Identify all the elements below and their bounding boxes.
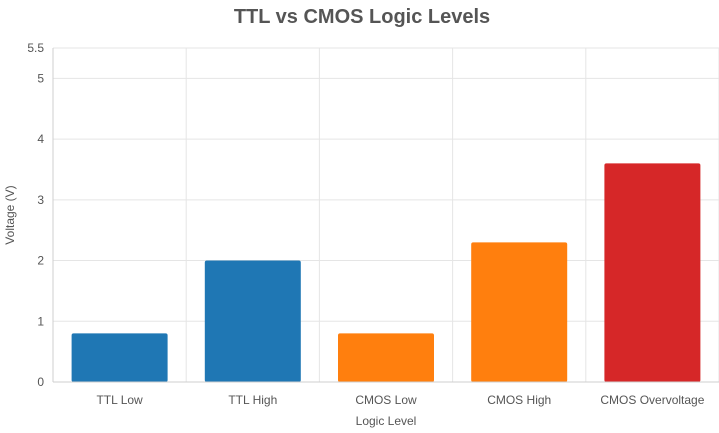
bar-cmos-low xyxy=(338,333,434,382)
bar-cmos-overvoltage xyxy=(604,163,701,382)
bar-cmos-high xyxy=(471,242,568,382)
ticks-layer: 0 1 2 3 4 5 5.5 TTL Low TTL High CMOS Low CMOS Hig… xyxy=(27,41,704,407)
chart-title: TTL vs CMOS Logic Levels xyxy=(234,6,490,28)
bar-ttl-low xyxy=(71,333,168,382)
x-tick-label: TTL Low xyxy=(96,393,143,407)
grid-layer xyxy=(52,47,719,383)
x-tick-label: TTL High xyxy=(228,393,277,407)
y-tick-label: 4 xyxy=(37,132,44,146)
axis-layer xyxy=(52,48,719,383)
y-axis-title: Voltage (V) xyxy=(3,185,17,244)
x-axis-title: Logic Level xyxy=(356,414,417,428)
x-tick-label: CMOS Low xyxy=(355,393,417,407)
y-tick-label: 1 xyxy=(37,314,44,328)
y-tick-label: 5.5 xyxy=(27,41,44,55)
y-tick-label: 5 xyxy=(37,71,44,85)
y-tick-label: 3 xyxy=(37,193,44,207)
x-tick-label: CMOS Overvoltage xyxy=(600,393,704,407)
bars-layer xyxy=(71,163,701,382)
x-tick-label: CMOS High xyxy=(487,393,551,407)
y-tick-label: 0 xyxy=(37,375,44,389)
y-tick-label: 2 xyxy=(37,254,44,268)
bar-ttl-high xyxy=(204,260,301,382)
